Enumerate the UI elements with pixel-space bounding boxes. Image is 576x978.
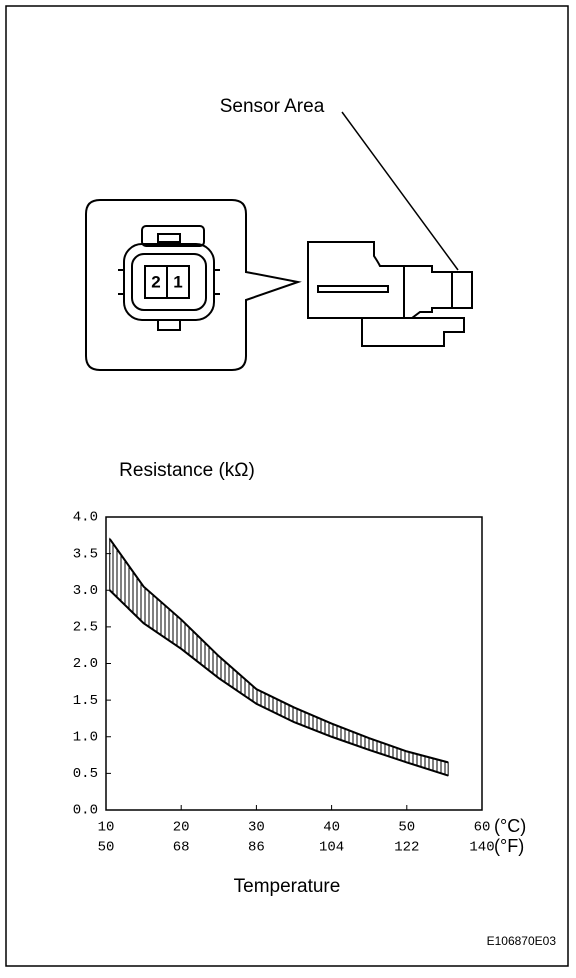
y-axis-label: Resistance (kΩ) (119, 460, 255, 481)
sensor-drawing (307, 241, 473, 347)
sensor-label: Sensor Area (220, 96, 325, 117)
x2-tick-label: 104 (319, 840, 344, 856)
frame (5, 5, 569, 967)
plot: 0.0 0.5 1.0 1.5 2.0 2.5 3.0 3.5 4.0 10 20 30 40 50 60 5… (73, 510, 526, 856)
curve (108, 538, 449, 764)
y-tick-label: 1.5 (73, 693, 98, 709)
x2-tick-label: 122 (394, 840, 419, 856)
y-tick-label: 2.0 (73, 656, 98, 672)
band-hatch (109, 537, 449, 777)
x-tick-label: 30 (248, 820, 265, 836)
x-tick-label: 50 (398, 820, 415, 836)
x2-tick-label: 140 (469, 840, 494, 856)
x-tick-label: 10 (98, 820, 115, 836)
y-tick-label: 1.0 (73, 729, 98, 745)
x2-tick-label: 50 (98, 840, 115, 856)
leader-line (341, 111, 459, 271)
y-tick-label: 0.5 (73, 766, 98, 782)
y-tick-label: 3.5 (73, 546, 98, 562)
y-tick-label: 2.5 (73, 620, 98, 636)
x2-tick-label: 86 (248, 840, 265, 856)
x2-unit: (°F) (494, 836, 524, 856)
y-tick-label: 0.0 (73, 803, 98, 819)
x-tick-label: 20 (173, 820, 190, 836)
y-tick-label: 3.0 (73, 583, 98, 599)
figure-code: E106870E03 (487, 934, 557, 948)
x-tick-label: 40 (323, 820, 340, 836)
x-axis-label: Temperature (234, 876, 341, 897)
pin-label: 1 (173, 272, 182, 291)
connector-inset (85, 199, 302, 371)
x-unit: (°C) (494, 816, 526, 836)
y-tick-label: 4.0 (73, 510, 98, 526)
curve (109, 589, 449, 777)
x-tick-label: 60 (474, 820, 491, 836)
pin-label: 2 (151, 272, 160, 291)
x2-tick-label: 68 (173, 840, 190, 856)
